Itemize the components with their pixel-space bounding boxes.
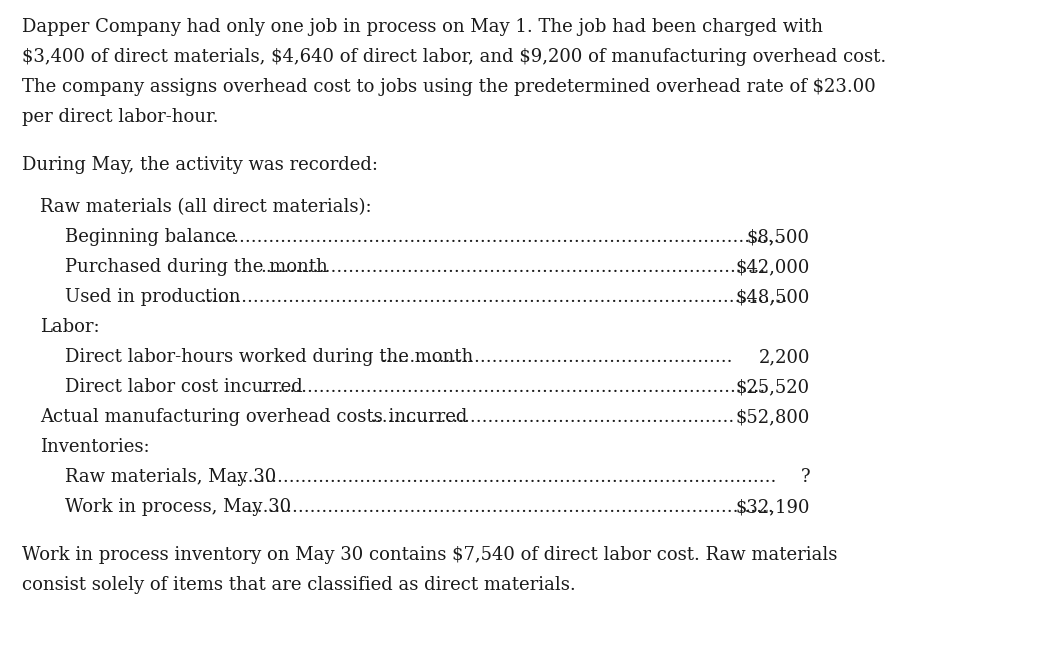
Text: Actual manufacturing overhead costs incurred: Actual manufacturing overhead costs incu…: [40, 408, 468, 426]
Text: ................................................................................: ........................................…: [245, 498, 774, 516]
Text: Direct labor cost incurred: Direct labor cost incurred: [65, 378, 303, 396]
Text: $8,500: $8,500: [747, 228, 810, 246]
Text: ................................................................................: ........................................…: [200, 288, 788, 306]
Text: Dapper Company had only one job in process on May 1. The job had been charged wi: Dapper Company had only one job in proce…: [22, 18, 823, 36]
Text: consist solely of items that are classified as direct materials.: consist solely of items that are classif…: [22, 576, 576, 594]
Text: ?: ?: [800, 468, 810, 486]
Text: Used in production: Used in production: [65, 288, 241, 306]
Text: ................................................................................: ........................................…: [260, 258, 765, 276]
Text: $25,520: $25,520: [736, 378, 810, 396]
Text: Direct labor-hours worked during the month: Direct labor-hours worked during the mon…: [65, 348, 473, 366]
Text: Labor:: Labor:: [40, 318, 100, 336]
Text: ................................................................................: ........................................…: [230, 468, 776, 486]
Text: Inventories:: Inventories:: [40, 438, 150, 456]
Text: $48,500: $48,500: [736, 288, 810, 306]
Text: $32,190: $32,190: [736, 498, 810, 516]
Text: Beginning balance: Beginning balance: [65, 228, 235, 246]
Text: $42,000: $42,000: [736, 258, 810, 276]
Text: $52,800: $52,800: [736, 408, 810, 426]
Text: $3,400 of direct materials, $4,640 of direct labor, and $9,200 of manufacturing : $3,400 of direct materials, $4,640 of di…: [22, 48, 887, 66]
Text: Purchased during the month: Purchased during the month: [65, 258, 328, 276]
Text: Raw materials, May 30: Raw materials, May 30: [65, 468, 282, 486]
Text: ................................................................................: ........................................…: [193, 228, 786, 246]
Text: During May, the activity was recorded:: During May, the activity was recorded:: [22, 156, 378, 174]
Text: ................................................................................: ........................................…: [260, 378, 765, 396]
Text: 2,200: 2,200: [759, 348, 810, 366]
Text: Work in process, May 30: Work in process, May 30: [65, 498, 297, 516]
Text: ............................................................: ........................................…: [380, 348, 733, 366]
Text: Work in process inventory on May 30 contains $7,540 of direct labor cost. Raw ma: Work in process inventory on May 30 cont…: [22, 546, 838, 564]
Text: Raw materials (all direct materials):: Raw materials (all direct materials):: [40, 198, 372, 216]
Text: ..............................................................: ........................................…: [370, 408, 735, 426]
Text: per direct labor-hour.: per direct labor-hour.: [22, 108, 219, 126]
Text: The company assigns overhead cost to jobs using the predetermined overhead rate : The company assigns overhead cost to job…: [22, 78, 875, 96]
